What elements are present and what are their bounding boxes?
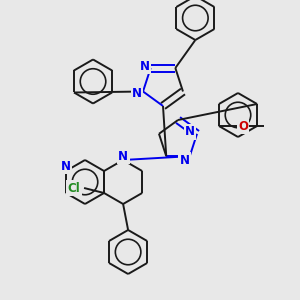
Text: N: N — [185, 125, 195, 138]
Text: Cl: Cl — [68, 182, 80, 194]
Text: N: N — [140, 59, 150, 73]
Text: N: N — [118, 149, 128, 163]
Text: N: N — [132, 87, 142, 100]
Text: O: O — [238, 119, 248, 133]
Text: N: N — [180, 154, 190, 167]
Text: N: N — [61, 160, 71, 172]
